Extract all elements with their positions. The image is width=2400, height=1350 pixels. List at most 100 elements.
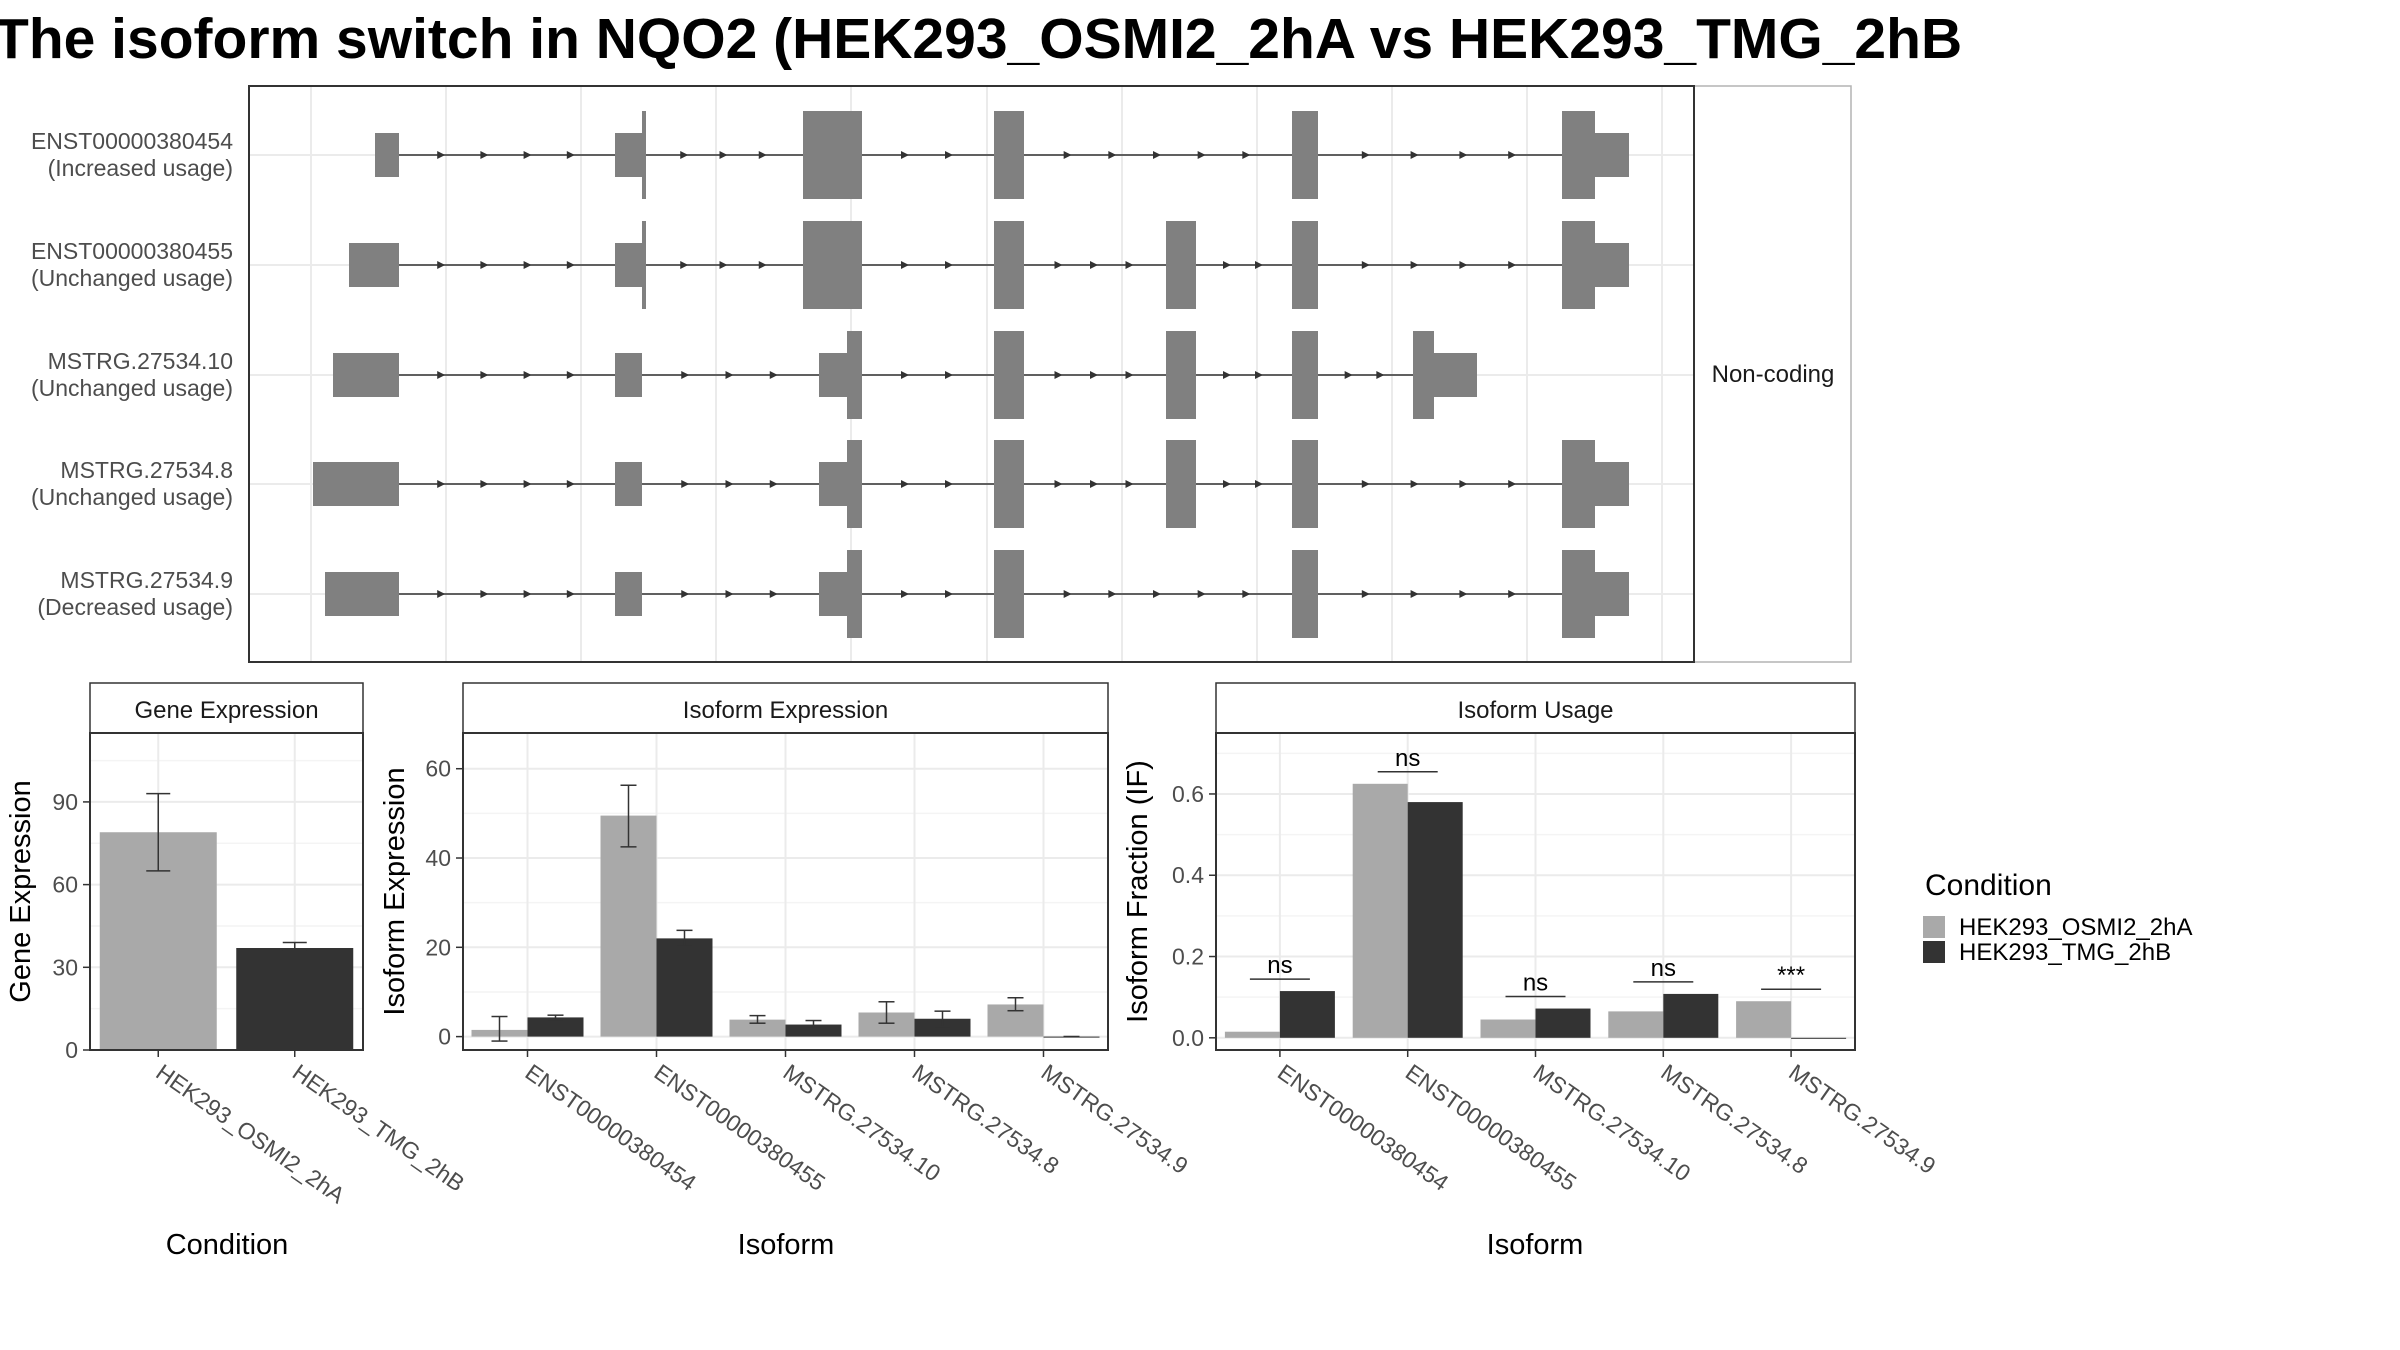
intron-direction-arrow xyxy=(719,151,728,159)
bar xyxy=(236,948,354,1050)
intron-direction-arrow xyxy=(901,590,909,598)
intron-direction-arrow xyxy=(437,151,446,159)
transcript-id-label: ENST00000380455 xyxy=(31,238,233,264)
exon-block xyxy=(1434,353,1477,397)
intron-direction-arrow xyxy=(769,480,778,488)
intron-direction-arrow xyxy=(1459,480,1468,488)
transcript-usage-label: (Unchanged usage) xyxy=(31,265,233,291)
intron-direction-arrow xyxy=(1508,151,1517,159)
intron-direction-arrow xyxy=(1361,151,1370,159)
exon-block xyxy=(1595,133,1629,177)
exon-block xyxy=(994,111,1024,199)
exon-block xyxy=(1413,331,1434,419)
intron-direction-arrow xyxy=(1255,371,1263,379)
intron-direction-arrow xyxy=(1090,480,1098,488)
y-tick-label: 0 xyxy=(65,1037,78,1063)
exon-block xyxy=(333,353,399,397)
intron-direction-arrow xyxy=(1063,590,1072,598)
panel-strip-title: Isoform Usage xyxy=(1457,697,1613,724)
exon-block xyxy=(847,440,862,528)
exon-block xyxy=(1595,243,1629,287)
bar xyxy=(1480,1019,1536,1038)
intron-direction-arrow xyxy=(1361,480,1370,488)
intron-direction-arrow xyxy=(1344,371,1353,379)
y-axis-title: Isoform Fraction (IF) xyxy=(1122,760,1154,1023)
intron-direction-arrow xyxy=(945,151,953,159)
transcript-id-label: MSTRG.27534.8 xyxy=(60,457,233,483)
intron-direction-arrow xyxy=(1508,261,1517,269)
bar xyxy=(1791,1037,1847,1039)
intron-direction-arrow xyxy=(1054,371,1063,379)
y-tick-label: 0.6 xyxy=(1172,781,1204,807)
intron-direction-arrow xyxy=(681,371,690,379)
legend-item-label: HEK293_OSMI2_2hA xyxy=(1959,914,2192,941)
intron-direction-arrow xyxy=(1255,261,1263,269)
intron-direction-arrow xyxy=(1090,261,1098,269)
intron-direction-arrow xyxy=(566,371,575,379)
intron-direction-arrow xyxy=(523,480,532,488)
intron-direction-arrow xyxy=(437,590,446,598)
intron-direction-arrow xyxy=(945,480,953,488)
exon-block xyxy=(642,221,646,309)
intron-direction-arrow xyxy=(1063,151,1072,159)
significance-label: ns xyxy=(1523,970,1548,997)
intron-direction-arrow xyxy=(480,261,489,269)
intron-direction-arrow xyxy=(480,590,489,598)
intron-direction-arrow xyxy=(1153,590,1161,598)
intron-direction-arrow xyxy=(1223,480,1231,488)
bar xyxy=(1407,802,1463,1038)
intron-direction-arrow xyxy=(1125,480,1134,488)
intron-direction-arrow xyxy=(1197,590,1206,598)
intron-direction-arrow xyxy=(945,590,953,598)
x-axis-title: Isoform xyxy=(1487,1229,1584,1261)
significance-label: ns xyxy=(1651,955,1676,982)
transcript-usage-label: (Unchanged usage) xyxy=(31,375,233,401)
exon-block xyxy=(1292,440,1318,528)
legend-swatch xyxy=(1923,941,1945,963)
bar xyxy=(1352,783,1408,1038)
intron-direction-arrow xyxy=(901,480,909,488)
intron-direction-arrow xyxy=(1197,151,1206,159)
exon-block xyxy=(819,462,847,506)
intron-direction-arrow xyxy=(681,480,690,488)
panel-strip-title: Gene Expression xyxy=(134,697,318,724)
intron-direction-arrow xyxy=(1508,590,1517,598)
intron-direction-arrow xyxy=(1459,261,1468,269)
legend-item-label: HEK293_TMG_2hB xyxy=(1959,939,2171,966)
intron-direction-arrow xyxy=(1125,261,1134,269)
intron-direction-arrow xyxy=(1410,151,1419,159)
significance-label: *** xyxy=(1777,962,1805,989)
intron-direction-arrow xyxy=(945,371,953,379)
exon-block xyxy=(615,243,642,287)
y-axis-title: Gene Expression xyxy=(5,780,37,1002)
transcript-id-label: ENST00000380454 xyxy=(31,128,233,154)
intron-direction-arrow xyxy=(523,261,532,269)
y-tick-label: 30 xyxy=(52,954,78,980)
y-tick-label: 90 xyxy=(52,789,78,815)
exon-block xyxy=(615,572,642,616)
intron-direction-arrow xyxy=(945,261,953,269)
significance-label: ns xyxy=(1267,952,1292,979)
intron-direction-arrow xyxy=(566,480,575,488)
y-tick-label: 20 xyxy=(425,934,451,960)
intron-direction-arrow xyxy=(1255,480,1263,488)
y-tick-label: 60 xyxy=(425,756,451,782)
bar xyxy=(656,938,713,1037)
x-axis-title: Condition xyxy=(166,1229,289,1261)
exon-block xyxy=(1562,550,1595,638)
significance-label: ns xyxy=(1395,745,1420,772)
intron-direction-arrow xyxy=(1242,590,1251,598)
panel-strip-title: Isoform Expression xyxy=(683,697,888,724)
y-tick-label: 0.2 xyxy=(1172,944,1204,970)
panel-strip xyxy=(89,682,364,734)
intron-direction-arrow xyxy=(1125,371,1134,379)
intron-direction-arrow xyxy=(680,151,689,159)
intron-direction-arrow xyxy=(901,151,909,159)
intron-direction-arrow xyxy=(758,151,767,159)
intron-direction-arrow xyxy=(1410,480,1419,488)
y-tick-label: 40 xyxy=(425,845,451,871)
exon-block xyxy=(1562,111,1595,199)
intron-direction-arrow xyxy=(1410,590,1419,598)
transcript-usage-label: (Increased usage) xyxy=(48,155,233,181)
